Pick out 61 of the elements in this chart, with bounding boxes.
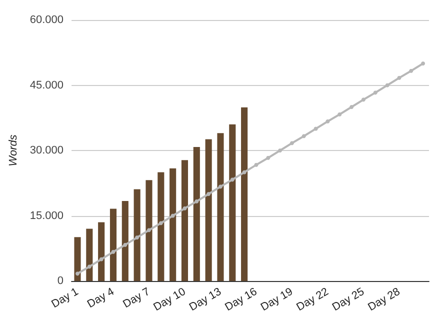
x-tick-label: Day 16	[223, 286, 260, 314]
bar	[217, 133, 224, 281]
point	[123, 242, 128, 247]
bar	[98, 222, 105, 281]
point	[135, 236, 140, 240]
bar	[86, 228, 93, 281]
bar	[74, 237, 81, 281]
bar	[170, 168, 176, 281]
y-tick-label: 60.000	[30, 14, 64, 26]
point	[230, 178, 234, 182]
point	[314, 126, 318, 131]
bar	[122, 200, 128, 281]
point	[421, 62, 426, 66]
point	[326, 119, 330, 124]
point	[194, 199, 199, 204]
point	[158, 221, 163, 226]
point	[397, 76, 402, 80]
bar	[205, 139, 212, 281]
x-tick-label: Day 13	[187, 286, 224, 314]
point	[373, 90, 378, 95]
point	[409, 68, 414, 73]
x-tick-label: Day 28	[366, 286, 402, 314]
bar	[241, 107, 248, 281]
point	[254, 162, 258, 167]
point	[87, 264, 92, 269]
bar	[146, 180, 152, 281]
point	[206, 192, 211, 196]
bar	[110, 208, 117, 281]
point	[266, 156, 270, 160]
point	[290, 141, 294, 146]
point	[99, 257, 104, 262]
x-tick-label: Day 22	[294, 286, 331, 314]
x-tick-label: Day 25	[330, 286, 366, 314]
bar	[158, 172, 164, 281]
bar	[193, 147, 200, 281]
point	[111, 250, 116, 254]
x-tick-label: Day 4	[85, 286, 116, 311]
x-tick-label: Day 19	[258, 286, 295, 314]
point	[278, 148, 282, 152]
point	[350, 105, 354, 109]
x-tick-label: Day 10	[152, 286, 188, 314]
point	[242, 170, 246, 174]
point	[302, 134, 306, 138]
point	[182, 206, 187, 210]
x-tick-label: Day 7	[121, 286, 152, 311]
y-tick-label: 30.000	[30, 144, 64, 156]
x-tick-label: Day 1	[50, 286, 80, 311]
point	[76, 272, 80, 276]
bar	[229, 124, 236, 281]
point	[338, 112, 342, 116]
point	[170, 214, 175, 218]
bar	[181, 160, 188, 281]
point	[385, 83, 390, 88]
y-axis-title: Words	[8, 134, 20, 166]
point	[361, 98, 366, 102]
y-tick-label: 0	[57, 275, 64, 287]
y-tick-label: 15.000	[30, 210, 64, 222]
bar	[134, 189, 140, 281]
y-tick-label: 45.000	[30, 79, 64, 92]
point	[218, 184, 222, 189]
point	[146, 228, 151, 232]
